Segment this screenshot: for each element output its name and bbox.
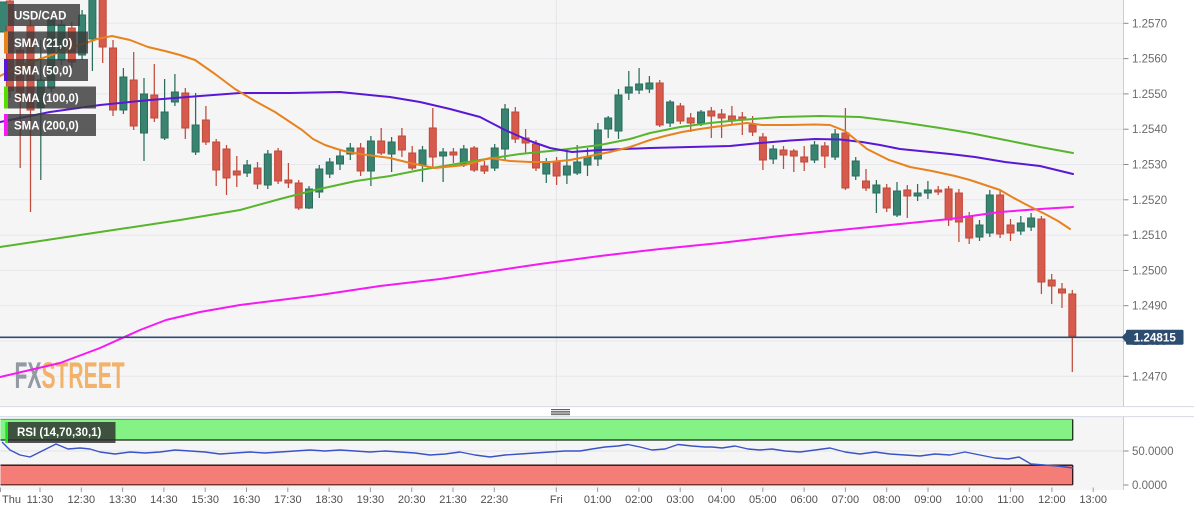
svg-text:12:00: 12:00 [1038,494,1066,506]
svg-text:19:30: 19:30 [357,494,385,506]
svg-text:1.2540: 1.2540 [1132,124,1167,136]
svg-text:14:30: 14:30 [150,494,178,506]
svg-text:1.2510: 1.2510 [1132,230,1167,242]
svg-text:1.2500: 1.2500 [1132,265,1167,277]
svg-text:06:00: 06:00 [790,494,818,506]
svg-text:1.2470: 1.2470 [1132,371,1167,383]
svg-text:16:30: 16:30 [233,494,261,506]
svg-text:SMA (100,0): SMA (100,0) [14,93,79,105]
svg-text:17:30: 17:30 [274,494,302,506]
svg-text:18:30: 18:30 [315,494,343,506]
svg-text:05:00: 05:00 [749,494,777,506]
svg-text:SMA (21,0): SMA (21,0) [14,38,73,50]
svg-text:USD/CAD: USD/CAD [14,11,66,23]
svg-text:0.0000: 0.0000 [1132,480,1167,492]
svg-text:03:00: 03:00 [666,494,694,506]
svg-text:1.2560: 1.2560 [1132,54,1167,66]
svg-text:02:00: 02:00 [625,494,653,506]
svg-text:12:30: 12:30 [68,494,96,506]
svg-text:13:30: 13:30 [109,494,137,506]
svg-text:01:00: 01:00 [584,494,612,506]
svg-text:21:30: 21:30 [439,494,467,506]
svg-text:11:30: 11:30 [27,494,54,506]
svg-text:04:00: 04:00 [708,494,736,506]
svg-text:50.0000: 50.0000 [1132,446,1174,458]
svg-text:1.2570: 1.2570 [1132,18,1167,30]
svg-text:09:00: 09:00 [914,494,942,506]
svg-text:FXSTREET: FXSTREET [15,356,126,397]
svg-text:08:00: 08:00 [873,494,901,506]
svg-text:1.2520: 1.2520 [1132,195,1167,207]
svg-text:15:30: 15:30 [191,494,219,506]
svg-text:13:00: 13:00 [1079,494,1107,506]
svg-text:1.2530: 1.2530 [1132,160,1167,172]
svg-text:22:30: 22:30 [481,494,509,506]
svg-text:Fri: Fri [550,494,563,506]
svg-text:1.24815: 1.24815 [1134,331,1177,344]
svg-text:11:00: 11:00 [997,494,1024,506]
svg-text:RSI (14,70,30,1): RSI (14,70,30,1) [17,427,102,439]
svg-text:SMA (50,0): SMA (50,0) [14,66,73,78]
svg-text:20:30: 20:30 [398,494,426,506]
svg-text:07:00: 07:00 [832,494,860,506]
svg-text:1.2490: 1.2490 [1132,301,1167,313]
svg-text:10:00: 10:00 [956,494,984,506]
svg-text:Thu: Thu [2,494,21,506]
svg-text:SMA (200,0): SMA (200,0) [14,121,79,133]
svg-text:1.2550: 1.2550 [1132,89,1167,101]
